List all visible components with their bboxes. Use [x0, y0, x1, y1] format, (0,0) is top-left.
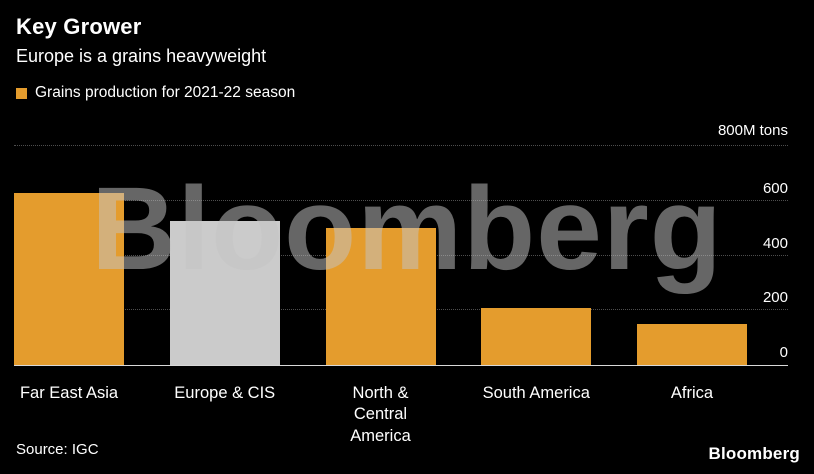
chart-title: Key Grower [16, 14, 142, 39]
bar-far-east-asia [14, 192, 124, 365]
category-label-europe-cis: Europe & CIS [174, 384, 276, 402]
bar-north-central-america [325, 228, 436, 365]
source-label: Source: IGC [16, 441, 99, 458]
y-tick-600: 600 [762, 179, 788, 197]
bar-europe-cis [169, 221, 280, 365]
y-tick-200: 200 [762, 289, 788, 307]
gridline-600 [14, 199, 788, 201]
category-label-north-central-america: North & Central America [350, 384, 411, 445]
x-axis-category-labels: Far East Asia Europe & CIS North & Central… [14, 383, 747, 447]
y-tick-0: 0 [779, 344, 788, 361]
bar-series [14, 192, 747, 365]
chart-header: Key Grower Europe is a grains heavyweigh… [16, 14, 295, 102]
x-axis-baseline [14, 365, 788, 366]
y-axis-unit-label: 800M tons [717, 122, 788, 139]
plot-area: 600 400 200 0 [14, 145, 788, 366]
category-label-far-east-asia: Far East Asia [19, 384, 119, 402]
legend-swatch-icon [16, 87, 27, 99]
category-cell-south-america: South America [481, 383, 591, 447]
gridline-800 [14, 145, 788, 146]
legend-label: Grains production for 2021-22 season [35, 84, 296, 101]
bloomberg-logo: Bloomberg [708, 444, 800, 463]
category-cell-europe-cis: Europe & CIS [170, 383, 280, 447]
bar-africa [637, 323, 747, 365]
category-cell-north-central-america: North & Central America [326, 383, 436, 447]
y-tick-400: 400 [762, 234, 788, 252]
category-label-south-america: South America [482, 384, 590, 402]
chart-subtitle: Europe is a grains heavyweight [16, 46, 267, 66]
bar-south-america [481, 307, 592, 365]
category-label-africa: Africa [670, 384, 714, 402]
category-cell-africa: Africa [637, 383, 747, 447]
legend: Grains production for 2021-22 season [16, 84, 295, 102]
category-cell-far-east-asia: Far East Asia [14, 383, 124, 447]
